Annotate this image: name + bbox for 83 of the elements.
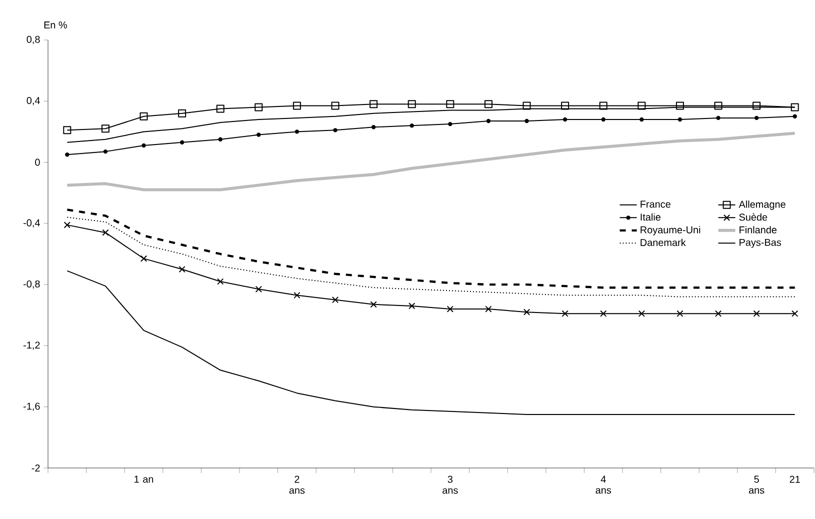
point: [408, 100, 416, 108]
point: [486, 118, 491, 124]
point: [601, 117, 606, 122]
legend-label: Danemark: [640, 238, 686, 246]
point: [371, 125, 376, 130]
point: [562, 310, 568, 317]
point: [178, 109, 186, 118]
point: [65, 152, 70, 157]
point: [101, 124, 110, 133]
point: [752, 102, 761, 110]
point: [790, 103, 799, 112]
point: [140, 255, 148, 262]
x-tick-label: 3 ans: [442, 476, 458, 494]
point: [676, 102, 684, 110]
point: [446, 100, 454, 108]
point: [522, 102, 531, 110]
point: [485, 306, 492, 312]
point: [753, 310, 760, 317]
y-tick-label: 0,4: [26, 97, 40, 106]
point: [448, 122, 452, 126]
point: [256, 132, 261, 137]
point: [180, 140, 184, 144]
point: [714, 102, 722, 110]
point: [640, 117, 644, 122]
point: [792, 310, 798, 317]
point: [408, 302, 416, 310]
point: [294, 130, 300, 134]
x-tick-label: 5 ans: [748, 476, 764, 494]
y-axis-title: En %: [44, 21, 67, 28]
legend-label: Finlande: [740, 226, 777, 234]
point: [255, 286, 262, 292]
point: [294, 292, 300, 299]
point: [142, 143, 146, 148]
point: [716, 116, 720, 120]
x-tick-label: 21: [790, 476, 800, 483]
point: [678, 117, 682, 122]
x-tick-label: 4 ans: [596, 476, 612, 494]
point: [332, 296, 339, 304]
legend-label: France: [640, 200, 670, 208]
legend-label: Pays-Bas: [740, 238, 782, 248]
point: [140, 112, 148, 120]
y-tick-label: -1,6: [24, 402, 40, 411]
point: [370, 100, 378, 108]
point: [792, 114, 797, 119]
point: [714, 310, 722, 317]
point: [254, 103, 263, 112]
x-tick-label: 2 ans: [289, 476, 305, 494]
point: [561, 102, 570, 110]
point: [333, 128, 338, 132]
point: [524, 118, 529, 124]
legend-label: Suède: [739, 213, 768, 221]
y-tick-label: -0,8: [24, 280, 40, 289]
y-tick-label: 0,8: [26, 36, 40, 44]
point: [103, 149, 108, 154]
y-tick-label: -2: [32, 464, 40, 472]
point: [217, 278, 224, 285]
point: [754, 116, 759, 120]
point: [562, 117, 568, 122]
point: [638, 102, 646, 110]
point: [676, 310, 684, 317]
point: [599, 102, 608, 110]
point: [216, 104, 224, 113]
point: [178, 266, 186, 273]
point: [292, 102, 301, 110]
legend-label: Italie: [640, 213, 660, 221]
point: [218, 137, 222, 142]
point: [638, 310, 645, 317]
point: [331, 102, 340, 110]
point: [523, 308, 530, 316]
point: [63, 126, 72, 134]
point: [64, 222, 70, 228]
y-tick-label: -0,4: [24, 219, 40, 228]
legend-label: Allemagne: [738, 200, 786, 210]
y-tick-label: 0: [35, 158, 40, 166]
point: [410, 123, 414, 128]
x-tick-label: 1 an: [134, 476, 154, 483]
y-tick-label: -1,2: [24, 342, 40, 350]
point: [370, 301, 377, 308]
point: [484, 100, 492, 108]
point: [446, 306, 454, 312]
point: [102, 229, 109, 236]
point: [600, 310, 607, 317]
legend-label: Royaume-Uni: [640, 226, 700, 236]
